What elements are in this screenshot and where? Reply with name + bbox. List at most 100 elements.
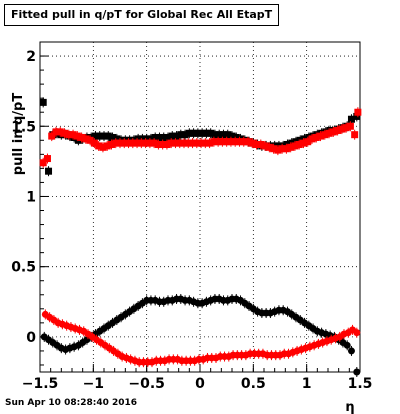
data-point: [184, 139, 192, 147]
data-point: [137, 139, 145, 147]
data-point: [90, 139, 98, 147]
data-point: [176, 139, 184, 147]
data-point: [180, 139, 188, 147]
data-point: [329, 128, 337, 136]
series-2: [39, 107, 362, 168]
data-point: [224, 131, 232, 139]
data-point: [291, 142, 299, 150]
data-point: [181, 131, 189, 139]
data-point: [189, 139, 197, 147]
data-point: [240, 138, 248, 146]
data-point: [142, 139, 150, 147]
data-point: [154, 141, 162, 149]
data-point: [143, 135, 151, 143]
data-point: [146, 139, 154, 147]
data-point: [159, 141, 167, 149]
data-point: [56, 128, 64, 136]
data-point: [82, 135, 90, 143]
data-point: [112, 139, 120, 147]
data-point: [210, 138, 218, 146]
data-point: [248, 139, 256, 147]
data-point: [214, 138, 222, 146]
data-point: [197, 139, 205, 147]
data-point: [103, 142, 111, 150]
x-axis-label: η: [345, 400, 354, 414]
data-point: [163, 141, 171, 149]
data-point: [155, 133, 163, 141]
series-3: [40, 293, 361, 377]
data-point: [265, 143, 273, 151]
data-point: [325, 129, 333, 137]
data-point: [116, 139, 124, 147]
x-tick-label: 0: [195, 376, 205, 392]
data-point: [202, 129, 210, 137]
data-point: [69, 131, 77, 139]
data-point: [78, 133, 86, 141]
data-point: [317, 132, 325, 140]
data-point: [257, 141, 265, 149]
data-point: [129, 139, 137, 147]
data-point: [107, 141, 115, 149]
data-series: [39, 97, 362, 377]
data-point: [295, 141, 303, 149]
data-point: [347, 115, 355, 123]
data-point: [134, 135, 142, 143]
data-point: [282, 145, 290, 153]
data-point: [261, 142, 269, 150]
data-point: [321, 131, 329, 139]
data-point: [351, 131, 359, 139]
data-point: [168, 132, 176, 140]
chart-title: Fitted pull in q/pT for Global Rec All E…: [4, 4, 279, 26]
data-point: [177, 131, 185, 139]
data-point: [61, 129, 69, 137]
x-tick-label: 1: [302, 376, 312, 392]
y-tick-label: 1: [26, 189, 36, 205]
data-point: [231, 138, 239, 146]
data-point: [150, 139, 158, 147]
data-point: [206, 139, 214, 147]
data-point: [65, 131, 73, 139]
data-point: [133, 139, 141, 147]
data-point: [353, 368, 361, 376]
data-point: [86, 136, 94, 144]
data-point: [342, 124, 350, 132]
data-point: [232, 133, 240, 141]
data-point: [308, 135, 316, 143]
data-point: [39, 98, 47, 106]
data-point: [100, 132, 108, 140]
data-point: [198, 129, 206, 137]
data-point: [201, 139, 209, 147]
data-point: [185, 129, 193, 137]
data-point: [91, 132, 99, 140]
data-point: [193, 139, 201, 147]
x-tick-label: 1.5: [348, 376, 373, 392]
y-tick-label: 1.5: [11, 119, 36, 135]
data-point: [171, 139, 179, 147]
data-point: [52, 128, 60, 136]
data-point: [338, 125, 346, 133]
data-point: [160, 133, 168, 141]
data-point: [43, 155, 51, 163]
data-point: [218, 138, 226, 146]
data-point: [109, 133, 117, 141]
data-point: [334, 126, 342, 134]
data-point: [164, 133, 172, 141]
data-point: [45, 167, 53, 175]
data-point: [235, 138, 243, 146]
x-tick-label: −0.5: [128, 376, 165, 392]
y-axis-label: pull in q/pT: [11, 93, 26, 176]
data-point: [211, 131, 219, 139]
y-tick-label: 2: [26, 49, 36, 65]
data-point: [95, 142, 103, 150]
data-point: [215, 131, 223, 139]
data-point: [125, 139, 133, 147]
y-tick-label: 0.5: [11, 260, 36, 276]
data-point: [151, 133, 159, 141]
data-point: [347, 347, 355, 355]
data-point: [354, 108, 362, 116]
x-tick-label: 0.5: [241, 376, 266, 392]
data-point: [346, 122, 354, 130]
data-point: [253, 141, 261, 149]
data-point: [244, 138, 252, 146]
